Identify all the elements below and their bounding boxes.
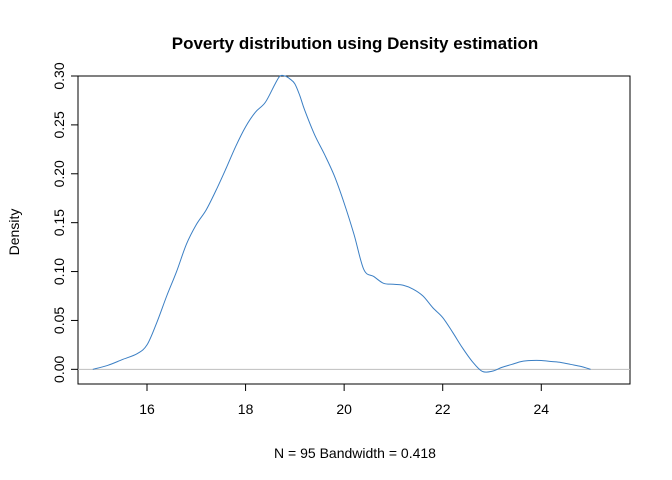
plot-frame	[77, 75, 631, 385]
x-axis: 16 18 20 22 24	[139, 383, 549, 417]
y-tick-label: 0.05	[51, 307, 67, 334]
y-tick-label: 0.10	[51, 258, 67, 285]
y-tick-label: 0.25	[51, 111, 67, 138]
x-tick-label: 20	[336, 401, 352, 417]
y-axis-label: Density	[6, 209, 22, 256]
x-tick-label: 18	[238, 401, 254, 417]
x-axis-label: N = 95 Bandwidth = 0.418	[274, 445, 436, 461]
y-tick-label: 0.00	[51, 355, 67, 382]
y-axis: 0.00 0.05 0.10 0.15 0.20 0.25 0.30	[51, 62, 79, 383]
x-tick-label: 22	[435, 401, 451, 417]
density-curve	[92, 74, 591, 373]
x-tick-label: 24	[533, 401, 549, 417]
y-tick-label: 0.15	[51, 209, 67, 236]
y-tick-label: 0.20	[51, 160, 67, 187]
x-tick-label: 16	[139, 401, 155, 417]
y-tick-label: 0.30	[51, 62, 67, 89]
chart-title: Poverty distribution using Density estim…	[172, 34, 539, 53]
